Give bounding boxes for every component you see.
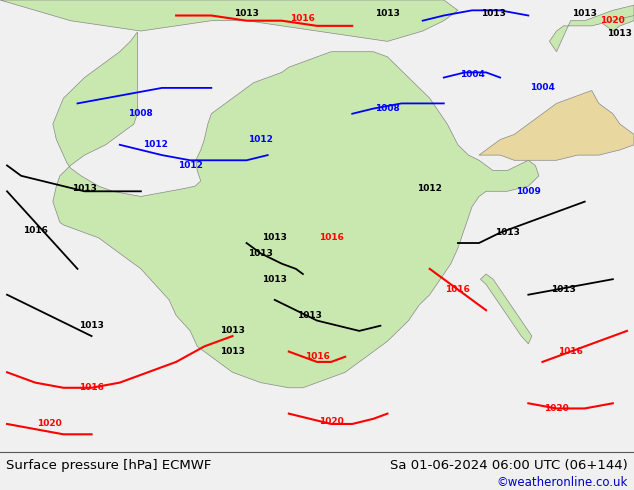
Text: 1013: 1013 bbox=[248, 249, 273, 258]
Text: 1012: 1012 bbox=[178, 161, 203, 170]
Text: ©weatheronline.co.uk: ©weatheronline.co.uk bbox=[496, 476, 628, 490]
Text: 1013: 1013 bbox=[262, 233, 287, 243]
Text: 1013: 1013 bbox=[79, 321, 104, 330]
Text: 1013: 1013 bbox=[551, 285, 576, 294]
Text: 1012: 1012 bbox=[248, 135, 273, 144]
Text: 1008: 1008 bbox=[129, 109, 153, 118]
Polygon shape bbox=[550, 5, 634, 52]
Text: 1013: 1013 bbox=[72, 184, 97, 193]
Text: 1020: 1020 bbox=[37, 419, 61, 428]
Polygon shape bbox=[479, 91, 634, 160]
Polygon shape bbox=[53, 32, 539, 388]
Text: 1013: 1013 bbox=[262, 275, 287, 284]
Polygon shape bbox=[481, 274, 532, 344]
Text: 1009: 1009 bbox=[516, 187, 541, 196]
Text: 1020: 1020 bbox=[319, 417, 344, 426]
Text: 1013: 1013 bbox=[220, 347, 245, 356]
Text: 1004: 1004 bbox=[530, 83, 555, 93]
Text: 1016: 1016 bbox=[319, 233, 344, 243]
Text: Sa 01-06-2024 06:00 UTC (06+144): Sa 01-06-2024 06:00 UTC (06+144) bbox=[390, 459, 628, 471]
Text: 1016: 1016 bbox=[290, 14, 315, 23]
Text: 1016: 1016 bbox=[446, 285, 470, 294]
Text: 1012: 1012 bbox=[143, 140, 167, 149]
Text: 1020: 1020 bbox=[600, 16, 625, 25]
Text: 1013: 1013 bbox=[234, 8, 259, 18]
Text: Surface pressure [hPa] ECMWF: Surface pressure [hPa] ECMWF bbox=[6, 459, 212, 471]
Text: 1013: 1013 bbox=[495, 228, 520, 237]
Text: 1004: 1004 bbox=[460, 71, 484, 79]
Text: 1013: 1013 bbox=[573, 8, 597, 18]
Text: 1013: 1013 bbox=[220, 326, 245, 335]
Text: 1013: 1013 bbox=[375, 8, 400, 18]
Text: 1016: 1016 bbox=[558, 347, 583, 356]
Polygon shape bbox=[0, 0, 458, 41]
Text: 1013: 1013 bbox=[297, 311, 323, 320]
Text: 1013: 1013 bbox=[481, 8, 505, 18]
Text: 1012: 1012 bbox=[417, 184, 442, 193]
Text: 1016: 1016 bbox=[79, 383, 104, 392]
Text: 1008: 1008 bbox=[375, 104, 400, 113]
Text: 1016: 1016 bbox=[304, 352, 330, 361]
Text: 1020: 1020 bbox=[544, 404, 569, 413]
Text: 1016: 1016 bbox=[23, 225, 48, 235]
Text: 1013: 1013 bbox=[607, 29, 632, 38]
Polygon shape bbox=[598, 10, 634, 31]
